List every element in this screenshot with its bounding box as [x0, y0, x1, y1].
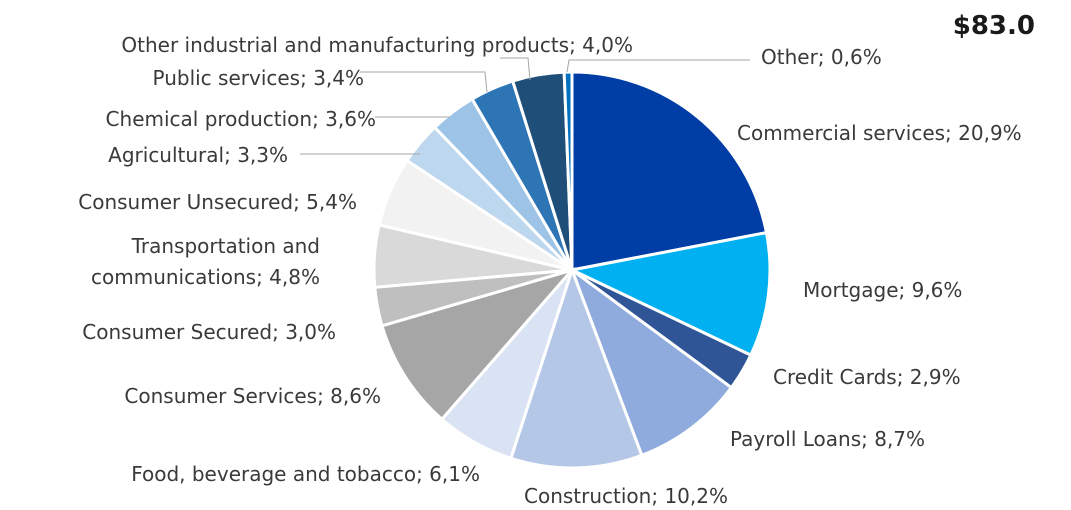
leader-line-other — [566, 59, 750, 73]
pie-slice-commercial-services — [570, 70, 769, 272]
slice-label-public-services: Public services; 3,4% — [152, 66, 364, 90]
slice-label-other-industrial-and-manufacturing-products: Other industrial and manufacturing produ… — [121, 33, 633, 57]
slice-label-agricultural: Agricultural; 3,3% — [108, 143, 288, 167]
pie-slices — [372, 70, 772, 470]
slice-label-mortgage: Mortgage; 9,6% — [803, 278, 962, 302]
slice-label-food-beverage-and-tobacco: Food, beverage and tobacco; 6,1% — [131, 462, 480, 486]
pie-slice-mortgage — [567, 230, 772, 358]
slice-labels: Commercial services; 20,9% Mortgage; 9,6%… — [78, 33, 1021, 508]
pie-slice-other — [562, 70, 574, 271]
leader-lines — [300, 57, 750, 155]
slice-label-consumer-services: Consumer Services; 8,6% — [124, 384, 381, 408]
pie-slice-consumer-services — [380, 267, 577, 422]
slice-label-payroll-loans: Payroll Loans; 8,7% — [730, 427, 925, 451]
chart-total: $83.0 — [953, 11, 1035, 41]
pie-slice-payroll-loans — [568, 265, 734, 458]
slice-label-consumer-unsecured: Consumer Unsecured; 5,4% — [78, 190, 357, 214]
pie-slice-construction — [508, 265, 644, 470]
slice-label-construction: Construction; 10,2% — [524, 484, 728, 508]
slice-label-commercial-services: Commercial services; 20,9% — [737, 121, 1022, 145]
slice-label-other: Other; 0,6% — [761, 45, 882, 69]
leader-line-other-industrial — [500, 57, 531, 81]
slice-label-transportation-and-communications: Transportation and communications; 4,8% — [91, 234, 320, 289]
slice-label-consumer-secured: Consumer Secured; 3,0% — [82, 320, 336, 344]
leader-line-public-services — [360, 71, 488, 93]
slice-label-chemical-production: Chemical production; 3,6% — [106, 107, 376, 131]
slice-label-credit-cards: Credit Cards; 2,9% — [773, 365, 961, 389]
